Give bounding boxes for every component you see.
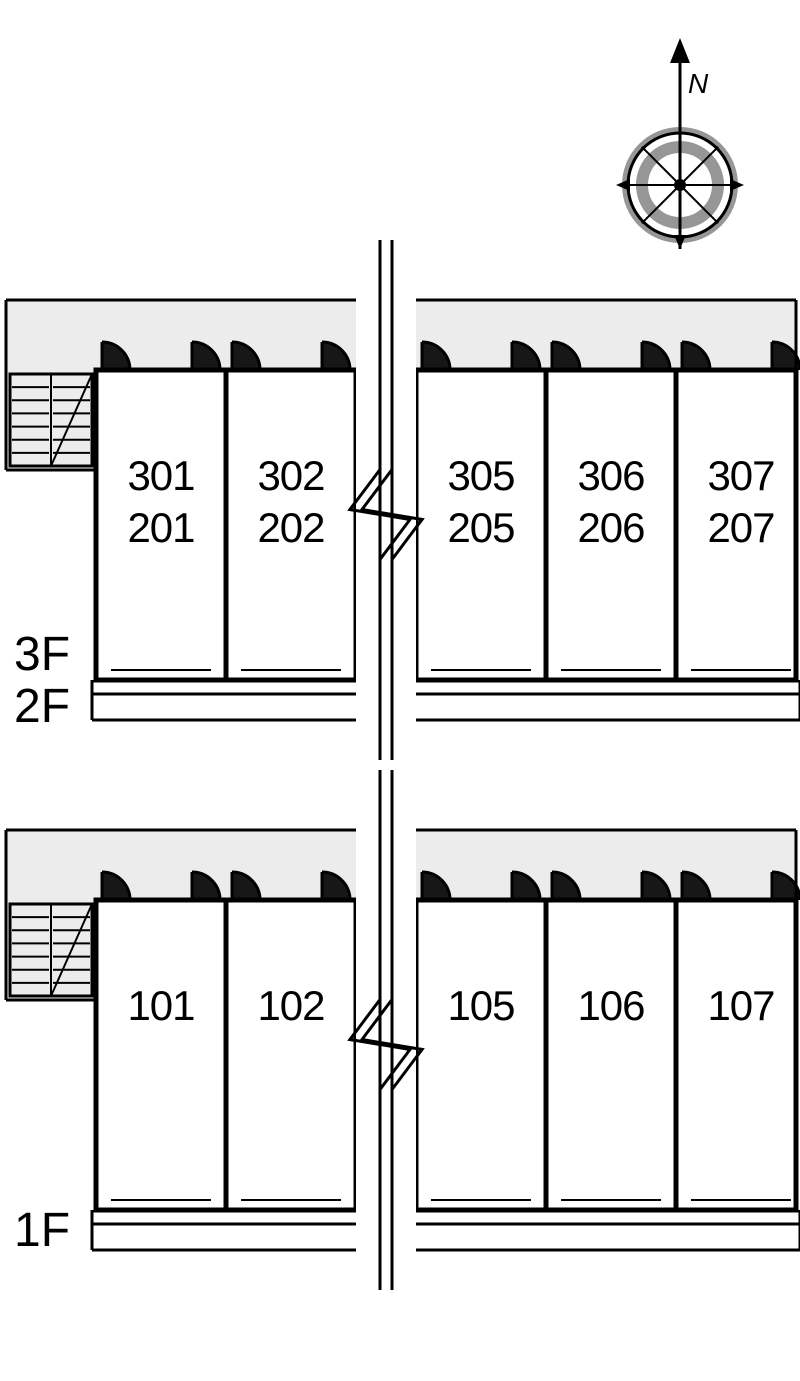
unit-label: 101: [127, 982, 194, 1029]
compass-icon: N: [616, 38, 744, 249]
unit-label: 102: [257, 982, 324, 1029]
unit-label: 305: [447, 452, 514, 499]
compass-n-label: N: [688, 68, 709, 99]
floor-label: 2F: [14, 680, 70, 733]
unit-label: 107: [707, 982, 774, 1029]
floor-block-upper: 301 201 302 202 305 205 306 206 307 207 3F2F: [6, 236, 800, 764]
unit-label: 306: [577, 452, 644, 499]
floor-label: 1F: [14, 1204, 70, 1257]
unit-label: 105: [447, 982, 514, 1029]
floor-block-lower: 101 102 105 106 107 1F: [6, 766, 800, 1294]
unit-label: 205: [447, 504, 514, 551]
unit-label: 202: [257, 504, 324, 551]
unit-label: 206: [577, 504, 644, 551]
unit-label: 307: [707, 452, 774, 499]
unit-label: 106: [577, 982, 644, 1029]
floorplan-diagram: N3012013022023052053062063072073F2F10110…: [0, 0, 800, 1381]
floor-label: 3F: [14, 628, 70, 681]
unit-label: 302: [257, 452, 324, 499]
unit-label: 301: [127, 452, 194, 499]
unit-label: 207: [707, 504, 774, 551]
unit-label: 201: [127, 504, 194, 551]
